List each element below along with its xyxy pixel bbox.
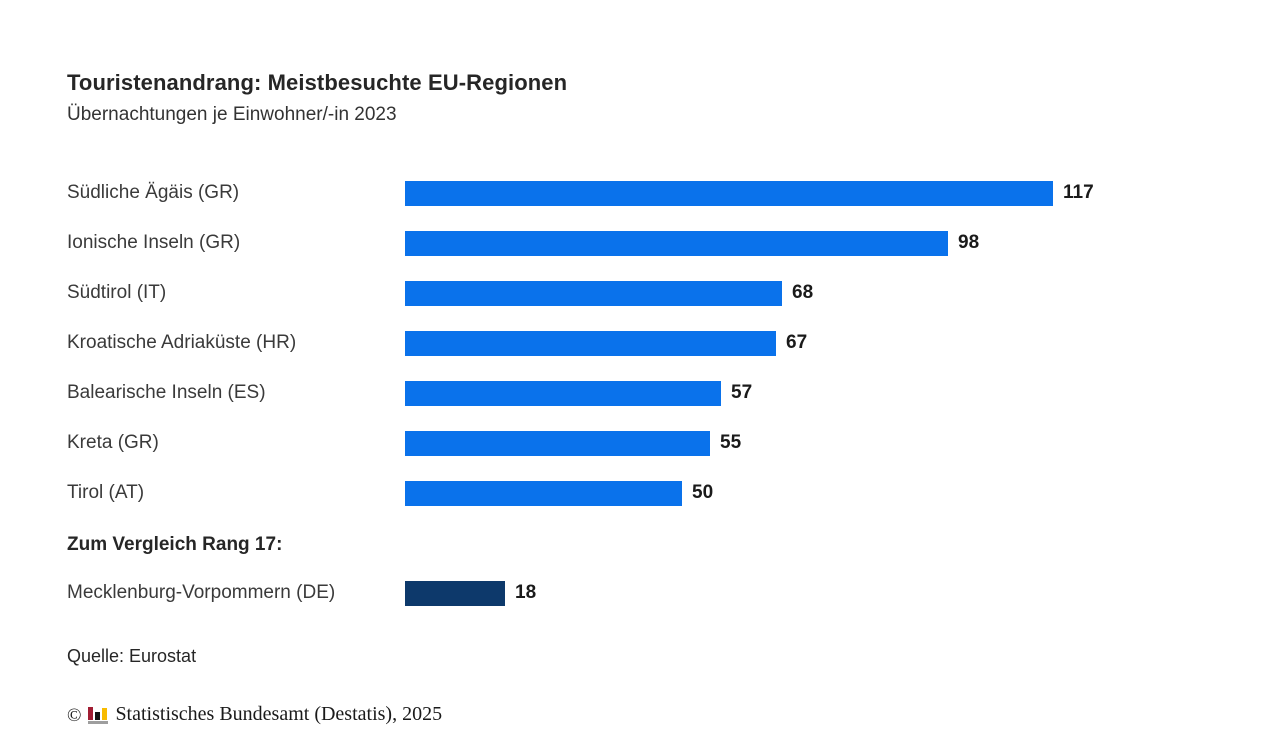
bar (405, 230, 948, 256)
category-label: Südliche Ägäis (GR) (67, 182, 240, 203)
value-label: 55 (720, 432, 742, 453)
bar-row-comparison: Mecklenburg-Vorpommern (DE) 18 (0, 568, 1280, 618)
value-label: 68 (792, 282, 814, 303)
copyright-symbol: © (67, 704, 82, 726)
logo-bar-black (95, 712, 101, 720)
category-label: Ionische Inseln (GR) (67, 232, 241, 253)
bar (405, 380, 721, 406)
category-label: Kroatische Adriaküste (HR) (67, 332, 297, 353)
value-label: 18 (515, 582, 537, 603)
copyright-line: © Statistisches Bundesamt (Destatis), 20… (67, 703, 442, 726)
bar-row: Balearische Inseln (ES) 57 (0, 368, 1280, 418)
bar (405, 180, 1053, 206)
category-label: Kreta (GR) (67, 432, 159, 453)
bar-row: Kroatische Adriaküste (HR) 67 (0, 318, 1280, 368)
category-label: Tirol (AT) (67, 482, 145, 503)
chart-title: Touristenandrang: Meistbesuchte EU-Regio… (67, 70, 568, 95)
value-label: 67 (786, 332, 808, 353)
bar (405, 330, 776, 356)
logo-bar-yellow (102, 708, 108, 720)
value-label: 50 (692, 482, 714, 503)
category-label: Mecklenburg-Vorpommern (DE) (67, 582, 336, 603)
bar (405, 480, 682, 506)
bar-row: Südtirol (IT) 68 (0, 268, 1280, 318)
bar-row: Südliche Ägäis (GR) 117 (0, 168, 1280, 218)
bar (405, 430, 710, 456)
comparison-bar-chart: Mecklenburg-Vorpommern (DE) 18 (0, 568, 1280, 618)
category-label: Balearische Inseln (ES) (67, 382, 266, 403)
comparison-bar (405, 580, 505, 606)
value-label: 57 (731, 382, 753, 403)
comparison-heading: Zum Vergleich Rang 17: (67, 534, 283, 555)
bar-row: Ionische Inseln (GR) 98 (0, 218, 1280, 268)
logo-baseline (88, 721, 109, 724)
logo-bar-red (88, 707, 94, 720)
bar-row: Tirol (AT) 50 (0, 468, 1280, 518)
value-label: 117 (1063, 182, 1094, 203)
bar (405, 280, 782, 306)
category-label: Südtirol (IT) (67, 282, 167, 303)
copyright-text: Statistisches Bundesamt (Destatis), 2025 (115, 703, 443, 725)
source-note: Quelle: Eurostat (67, 646, 197, 666)
bar-row: Kreta (GR) 55 (0, 418, 1280, 468)
destatis-logo-icon (88, 705, 109, 724)
chart-subtitle: Übernachtungen je Einwohner/-in 2023 (67, 104, 397, 125)
bar-chart: Südliche Ägäis (GR) 117 Ionische Inseln … (0, 168, 1280, 518)
value-label: 98 (958, 232, 980, 253)
